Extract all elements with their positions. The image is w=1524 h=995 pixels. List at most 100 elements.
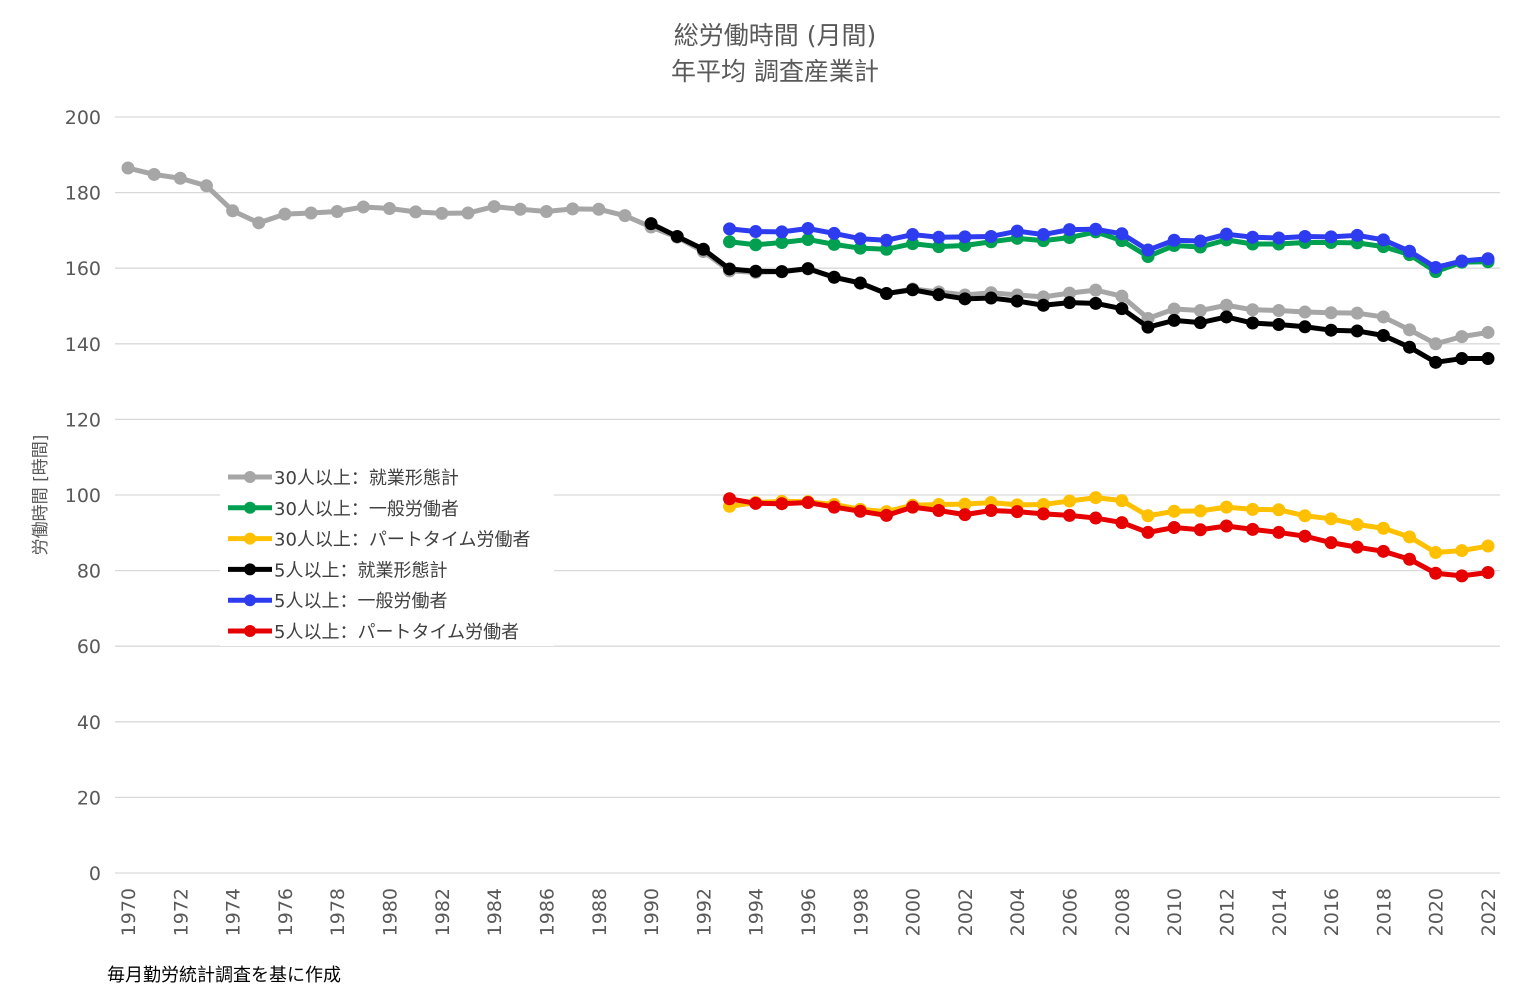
data-point [775,225,789,239]
data-point [252,216,266,230]
data-point [932,503,946,517]
x-tick-label: 1986 [536,888,558,936]
data-point [1350,306,1364,320]
data-point [1141,509,1155,523]
data-point [1193,304,1207,318]
data-point [1010,224,1024,238]
data-point [1324,512,1338,526]
x-tick-label: 2014 [1269,888,1291,936]
data-point [1298,320,1312,334]
data-point [226,204,240,218]
data-point [1115,227,1129,241]
data-point [1298,229,1312,243]
data-point [1063,223,1077,237]
data-point [644,217,658,231]
data-point [1089,491,1103,505]
data-point [1167,233,1181,247]
data-point [1246,230,1260,244]
y-tick-label: 20 [77,787,101,809]
data-point [906,237,920,251]
series-0 [121,161,1495,351]
legend-item: 30人以上：就業形態計 [228,468,459,489]
data-point [984,503,998,517]
series-3 [644,217,1495,369]
legend-item: 5人以上：就業形態計 [228,560,447,581]
legend-swatch-marker [244,625,256,637]
data-point [1246,522,1260,536]
data-point [670,229,684,243]
data-point [1350,324,1364,338]
data-point [1089,296,1103,310]
legend-label: 5人以上：パートタイム労働者 [274,622,519,643]
x-tick-label: 2010 [1164,888,1186,936]
data-point [1298,509,1312,523]
data-point [1167,302,1181,316]
data-point [1481,565,1495,579]
series-line [729,496,1489,579]
data-point [827,500,841,514]
data-point [1141,525,1155,539]
data-point [1063,286,1077,300]
data-point [801,222,815,236]
data-point [775,235,789,249]
data-point [1429,566,1443,580]
y-tick-label: 200 [65,107,101,129]
y-tick-label: 160 [65,258,101,280]
series-line [729,495,1489,555]
y-tick-label: 180 [65,183,101,205]
data-point [618,209,632,223]
x-tick-label: 1976 [275,888,297,936]
data-point [1063,494,1077,508]
y-tick-label: 80 [77,561,101,583]
x-tick-label: 1990 [641,888,663,936]
data-point [827,270,841,284]
data-point [1481,352,1495,366]
x-tick-label: 1972 [170,888,192,936]
x-tick-label: 2018 [1373,888,1395,936]
y-tick-label: 0 [89,863,101,885]
y-tick-label: 120 [65,409,101,431]
data-point [330,205,344,218]
data-point [1115,494,1129,508]
data-point [1219,310,1233,324]
data-point [1246,502,1260,516]
data-point [199,179,213,193]
data-point [1376,328,1390,342]
x-tick-label: 2002 [955,888,977,936]
data-point [879,508,893,522]
x-tick-label: 1980 [380,888,402,936]
data-point [1481,325,1495,339]
data-point [1246,303,1260,317]
x-tick-label: 2008 [1112,888,1134,936]
data-point [1141,320,1155,334]
data-point [1429,355,1443,369]
data-point [513,202,527,216]
series-4 [723,222,1495,274]
data-point [487,200,501,214]
data-point [1063,296,1077,310]
legend-item: 30人以上：一般労働者 [228,499,459,520]
data-point [853,504,867,518]
data-point [592,202,606,216]
y-tick-label: 100 [65,485,101,507]
x-tick-label: 1970 [118,888,140,936]
data-point [1403,530,1417,544]
data-point [1350,540,1364,554]
data-point [435,206,449,220]
data-point [1455,544,1469,558]
data-point [984,291,998,305]
x-tick-label: 1996 [798,888,820,936]
x-tick-label: 2020 [1426,888,1448,936]
data-point [1403,340,1417,354]
data-point [775,265,789,279]
data-point [958,508,972,522]
data-point [1010,505,1024,519]
series-5 [723,492,1495,583]
data-point [1036,497,1050,511]
data-point [958,292,972,306]
data-point [1089,222,1103,236]
data-point [147,167,161,181]
data-point [906,228,920,242]
legend-background [220,460,554,646]
data-point [1481,252,1495,266]
